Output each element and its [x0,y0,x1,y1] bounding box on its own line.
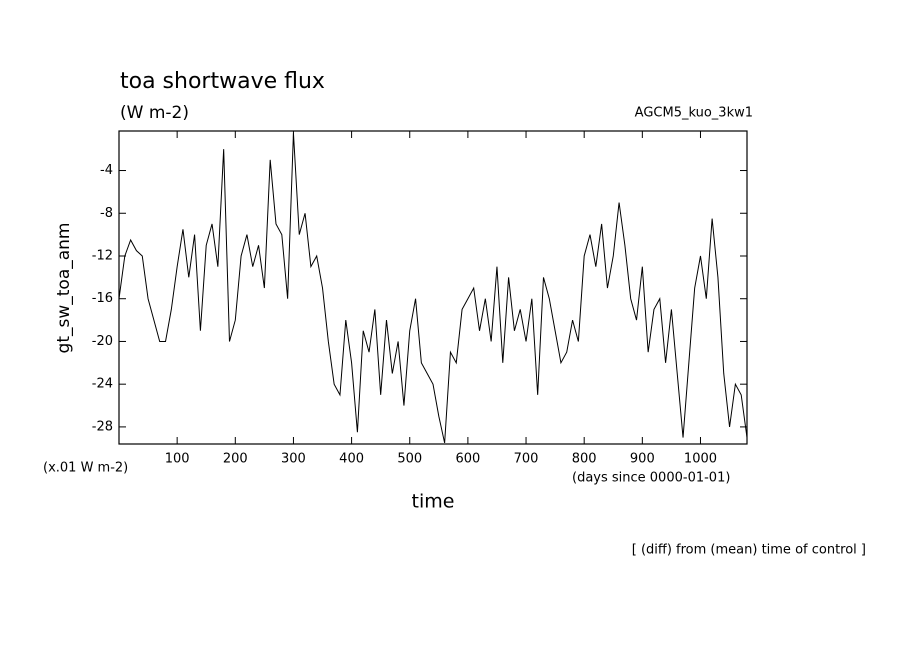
x-tick-label: 800 [572,452,597,467]
data-line [118,133,748,444]
x-tick-label: 700 [514,452,539,467]
x-tick-label: 100 [165,452,190,467]
x-tick-label: 400 [339,452,364,467]
y-tick-label: -12 [92,248,113,263]
y-axis-label: gt_sw_toa_anm [54,223,74,354]
y-tick-label: -16 [92,291,113,306]
y-unit: (x.01 W m-2) [43,461,128,476]
x-unit: (days since 0000-01-01) [572,471,730,486]
y-tick-label: -28 [92,419,113,434]
x-tick-label: 1000 [684,452,717,467]
x-tick-label: 500 [397,452,422,467]
plot-frame [118,130,748,445]
chart-title: toa shortwave flux [120,69,325,94]
footnote: [ (diff) from (mean) time of control ] [632,543,866,558]
x-tick-label: 200 [223,452,248,467]
y-tick-label: -4 [100,163,113,178]
x-tick-label: 300 [281,452,306,467]
x-axis-label: time [412,491,455,513]
y-tick-label: -24 [92,377,113,392]
chart-subtitle: (W m-2) [120,103,189,123]
y-tick-label: -20 [92,334,113,349]
x-tick-label: 900 [630,452,655,467]
y-tick-label: -8 [100,206,113,221]
run-label: AGCM5_kuo_3kw1 [635,106,753,121]
x-tick-label: 600 [455,452,480,467]
